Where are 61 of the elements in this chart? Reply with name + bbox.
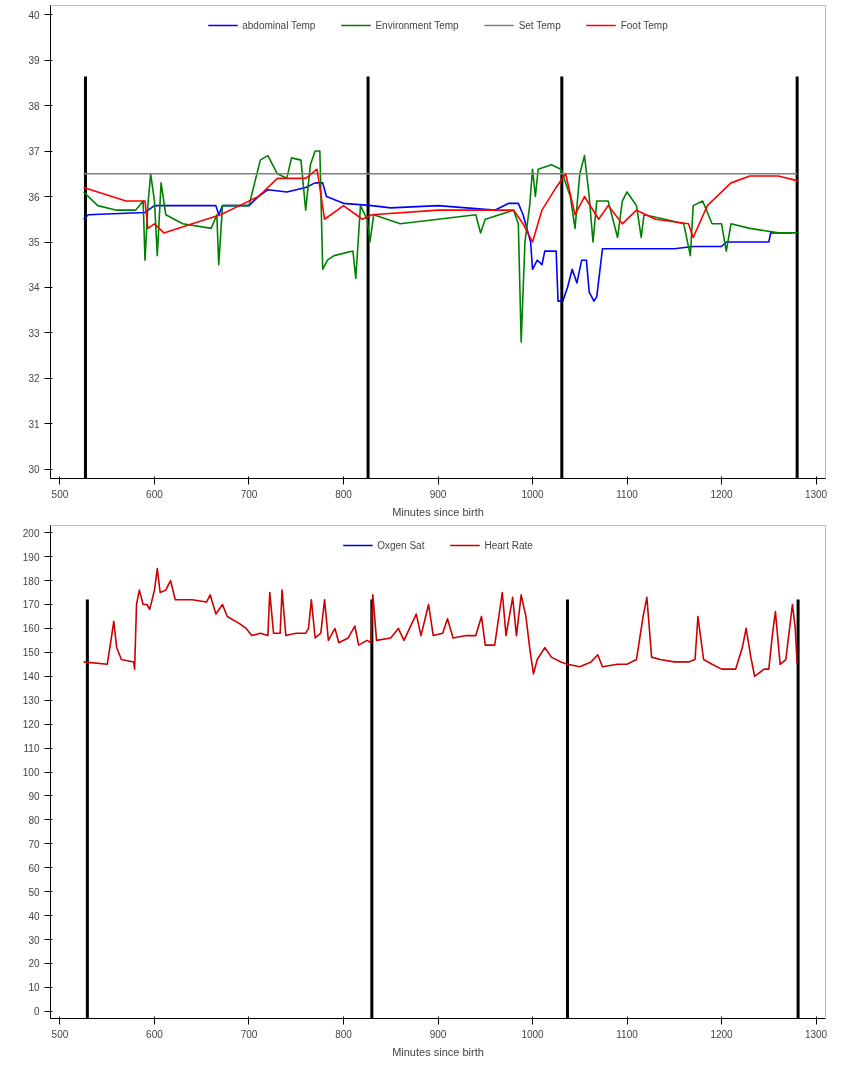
- y-tick-label: 60: [28, 862, 40, 874]
- y-tick-label: 150: [22, 647, 40, 659]
- y-tick-label: 33: [28, 327, 40, 339]
- x-tick-label: 700: [240, 1028, 258, 1040]
- x-tick-label: 600: [146, 488, 164, 500]
- y-tick-label: 170: [22, 599, 40, 611]
- y-tick-label: 30: [28, 464, 40, 476]
- y-tick-label: 0: [33, 1006, 40, 1018]
- legend-label: Set Temp: [518, 19, 561, 31]
- x-tick-label: 1000: [521, 1028, 545, 1040]
- line-series: [82, 168, 798, 243]
- x-tick-label: 600: [146, 1028, 164, 1040]
- y-tick-label: 200: [22, 527, 40, 539]
- x-tick-label: 900: [429, 488, 447, 500]
- y-tick-label: 38: [28, 100, 40, 112]
- x-tick-label: 1000: [521, 488, 545, 500]
- y-tick-label: 110: [23, 743, 40, 755]
- y-tick-label: 100: [22, 767, 40, 778]
- y-tick-label: 37: [28, 146, 40, 158]
- legend-label: abdominal Temp: [242, 19, 316, 31]
- y-tick-label: 10: [28, 982, 40, 994]
- y-tick-label: 39: [28, 55, 40, 67]
- x-tick-label: 800: [335, 488, 353, 500]
- legend-label: Heart Rate: [484, 539, 533, 551]
- x-axis-title: Minutes since birth: [392, 505, 484, 518]
- x-axis-title: Minutes since birth: [392, 1045, 484, 1058]
- legend-label: Foot Temp: [620, 19, 668, 31]
- y-tick-label: 120: [22, 719, 40, 731]
- y-tick-label: 190: [22, 551, 40, 563]
- y-tick-label: 40: [28, 910, 40, 922]
- y-tick-label: 50: [28, 886, 40, 898]
- line-series: [82, 150, 798, 343]
- y-tick-label: 90: [28, 790, 40, 802]
- y-tick-label: 180: [22, 575, 40, 587]
- x-tick-label: 900: [429, 1028, 447, 1040]
- x-tick-label: 1200: [710, 1028, 734, 1040]
- line-series: [82, 567, 798, 678]
- y-tick-label: 36: [28, 191, 40, 203]
- y-tick-label: 35: [28, 237, 40, 248]
- y-tick-label: 32: [28, 373, 40, 385]
- x-tick-label: 1300: [804, 488, 828, 500]
- legend-label: Oxgen Sat: [377, 539, 425, 551]
- x-tick-label: 1100: [616, 488, 639, 500]
- y-tick-label: 140: [22, 671, 40, 683]
- y-tick-label: 40: [28, 9, 40, 21]
- legend-label: Environment Temp: [375, 19, 459, 31]
- y-tick-label: 31: [28, 418, 40, 430]
- x-tick-label: 500: [51, 488, 69, 500]
- y-tick-label: 20: [28, 958, 40, 970]
- y-tick-label: 80: [28, 814, 40, 826]
- y-tick-label: 70: [28, 838, 40, 850]
- x-tick-label: 1200: [710, 488, 734, 500]
- x-tick-label: 700: [240, 488, 258, 500]
- y-tick-label: 30: [28, 934, 40, 946]
- x-tick-label: 1100: [616, 1028, 639, 1040]
- y-tick-label: 130: [22, 695, 40, 707]
- x-tick-label: 500: [51, 1028, 69, 1040]
- y-tick-label: 34: [28, 282, 40, 294]
- y-tick-label: 160: [22, 623, 40, 635]
- x-tick-label: 1300: [804, 1028, 828, 1040]
- x-tick-label: 800: [335, 1028, 353, 1040]
